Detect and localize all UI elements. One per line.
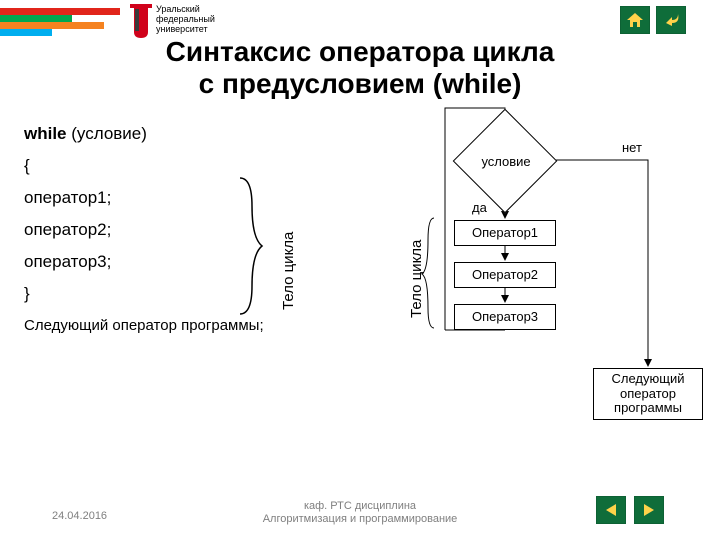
stripe-orange [0,22,104,29]
flowchart: условие да нет Оператор1 Оператор2 Опера… [390,100,700,440]
loop-body-label-left: Тело цикла [280,232,297,310]
stripe-cyan [0,29,52,36]
university-name: Уральский федеральный университет [156,4,215,34]
operator2-box: Оператор2 [454,262,556,288]
slide-title: Синтаксис оператора цикла с предусловием… [0,36,720,100]
loop-body-label-right: Тело цикла [408,240,425,318]
code-line: } [24,278,264,310]
code-line: оператор1; [24,182,264,214]
next-slide-button[interactable] [634,496,664,524]
urfu-logo-icon [130,4,152,38]
condition-label: условие [475,154,537,169]
footer: 24.04.2016 каф. РТС дисциплина Алгоритми… [0,494,720,528]
uni-line: федеральный [156,14,215,24]
stripe-red [0,8,120,15]
title-line: с предусловием (while) [0,68,720,100]
stripe-green [0,15,72,22]
uni-line: Уральский [156,4,215,14]
code-line: Следующий оператор программы; [24,310,264,342]
operator3-box: Оператор3 [454,304,556,330]
code-line: оператор2; [24,214,264,246]
operator1-box: Оператор1 [454,220,556,246]
home-button[interactable] [620,6,650,34]
brand-stripes [0,8,120,36]
university-logo: Уральский федеральный университет [130,4,215,38]
next-operator-label: Следующий оператор программы [594,372,702,417]
prev-slide-button[interactable] [596,496,626,524]
arrow-right-icon [642,503,656,517]
code-line: оператор3; [24,246,264,278]
return-arrow-icon [662,12,680,28]
code-line: while (условие) [24,118,264,150]
slide-nav-top [620,6,686,34]
yes-label: да [472,200,487,215]
code-listing: while (условие) { оператор1; оператор2; … [24,118,264,342]
home-icon [626,12,644,28]
slide-nav-bottom [596,496,664,524]
next-operator-box: Следующий оператор программы [593,368,703,420]
back-button[interactable] [656,6,686,34]
arrow-left-icon [604,503,618,517]
title-line: Синтаксис оператора цикла [0,36,720,68]
brace-icon [232,176,264,316]
no-label: нет [622,140,642,155]
uni-line: университет [156,24,215,34]
code-line: { [24,150,264,182]
